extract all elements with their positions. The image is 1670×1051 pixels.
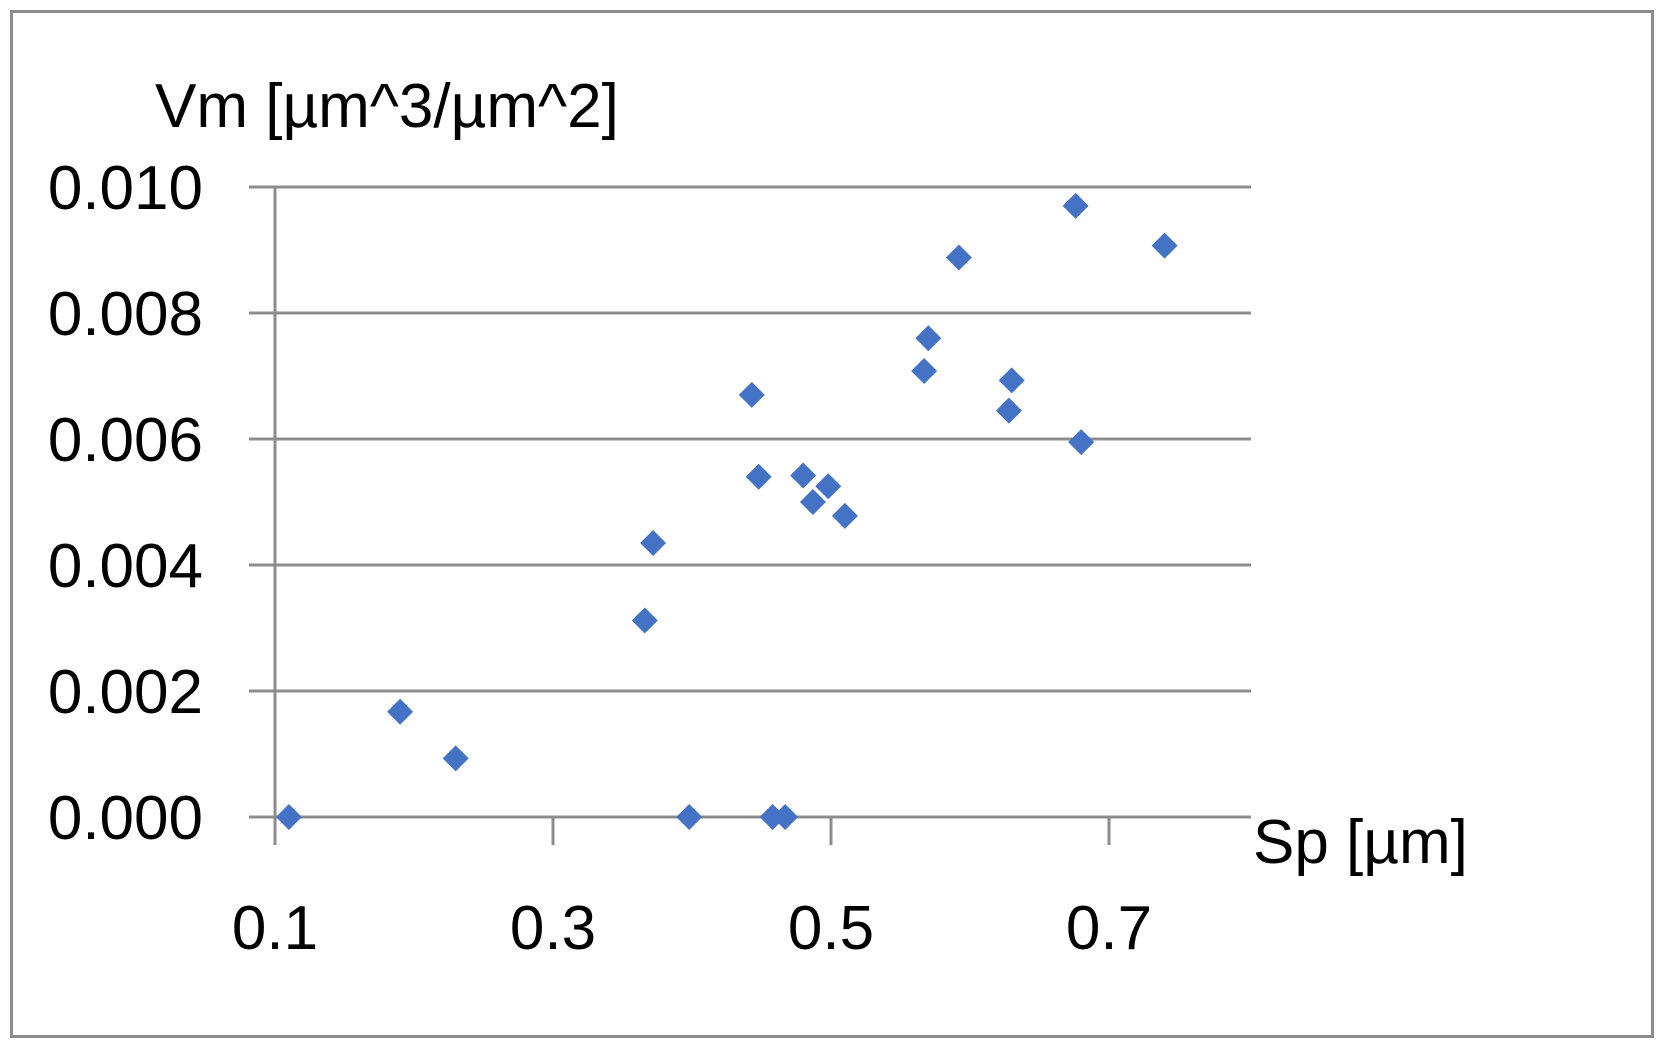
data-point bbox=[640, 529, 667, 556]
y-tick-label: 0.010 bbox=[48, 154, 203, 223]
x-tick-label: 0.1 bbox=[232, 894, 318, 963]
grid-lines bbox=[249, 185, 1251, 819]
x-tick-label: 0.5 bbox=[788, 894, 874, 963]
data-point bbox=[676, 804, 703, 830]
y-tick-label: 0.004 bbox=[48, 532, 203, 601]
data-point bbox=[631, 607, 658, 634]
data-point bbox=[995, 397, 1022, 424]
data-point bbox=[1068, 429, 1095, 456]
tick-labels: 0.000 0.002 0.004 0.006 0.008 0.010 0.1 0.3 0.5 0… bbox=[48, 154, 1152, 963]
data-point bbox=[442, 745, 469, 772]
data-point bbox=[815, 473, 842, 500]
y-tick-label: 0.002 bbox=[48, 658, 203, 727]
data-point bbox=[387, 698, 414, 725]
data-point bbox=[998, 367, 1025, 394]
data-point bbox=[790, 462, 817, 489]
data-point bbox=[915, 325, 942, 352]
data-point bbox=[1151, 232, 1178, 259]
data-point bbox=[945, 244, 972, 271]
scatter-chart: 0.000 0.002 0.004 0.006 0.008 0.010 0.1 0.3 0.5 0… bbox=[48, 72, 1468, 963]
data-points bbox=[275, 192, 1178, 830]
data-point bbox=[275, 804, 302, 830]
data-point bbox=[1062, 192, 1089, 219]
axes bbox=[273, 187, 1111, 845]
y-tick-label: 0.008 bbox=[48, 280, 203, 349]
x-tick-label: 0.7 bbox=[1066, 894, 1152, 963]
chart-frame: 0.000 0.002 0.004 0.006 0.008 0.010 0.1 0.3 0.5 0… bbox=[10, 10, 1654, 1038]
data-point bbox=[911, 357, 938, 384]
data-point bbox=[738, 381, 765, 408]
x-tick-label: 0.3 bbox=[510, 894, 596, 963]
y-tick-label: 0.006 bbox=[48, 406, 203, 475]
data-point bbox=[772, 804, 799, 830]
data-point bbox=[799, 489, 826, 515]
y-tick-label: 0.000 bbox=[48, 784, 203, 853]
data-point bbox=[831, 502, 858, 529]
y-axis-title: Vm [µm^3/µm^2] bbox=[155, 72, 619, 141]
x-axis-title: Sp [µm] bbox=[1253, 808, 1468, 877]
data-point bbox=[745, 463, 772, 490]
